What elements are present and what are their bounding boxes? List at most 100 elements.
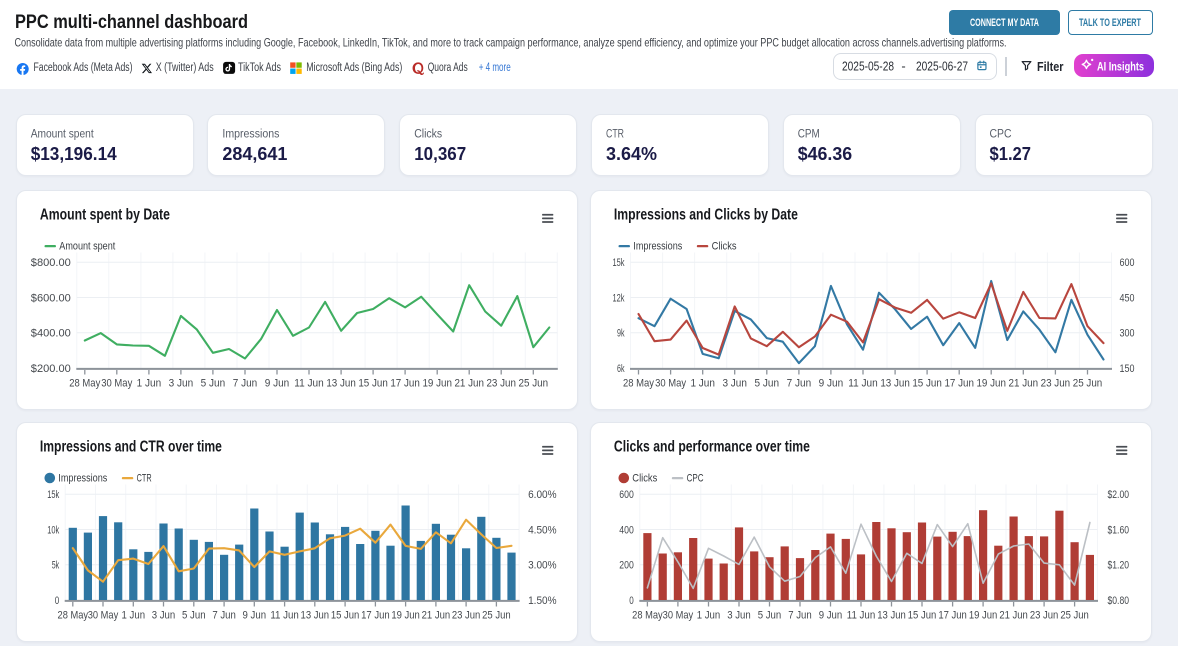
svg-text:9 Jun: 9 Jun: [819, 610, 843, 622]
svg-text:19 Jun: 19 Jun: [391, 610, 420, 622]
svg-text:TikTok Ads: TikTok Ads: [238, 62, 281, 74]
svg-text:13 Jun: 13 Jun: [300, 610, 329, 622]
svg-text:1 Jun: 1 Jun: [121, 610, 145, 622]
svg-text:1 Jun: 1 Jun: [136, 378, 161, 390]
svg-text:5 Jun: 5 Jun: [758, 610, 782, 622]
svg-text:600: 600: [620, 489, 635, 501]
svg-text:13 Jun: 13 Jun: [881, 378, 911, 390]
svg-text:30 May: 30 May: [655, 378, 687, 390]
svg-text:23 Jun: 23 Jun: [486, 378, 516, 390]
svg-text:21 Jun: 21 Jun: [1009, 378, 1039, 390]
svg-text:23 Jun: 23 Jun: [1041, 378, 1071, 390]
svg-text:Filter: Filter: [1037, 59, 1064, 74]
svg-text:Amount spent: Amount spent: [59, 241, 116, 253]
svg-text:19 Jun: 19 Jun: [969, 610, 998, 622]
svg-text:$46.36: $46.36: [798, 143, 853, 164]
svg-text:$2.00: $2.00: [1108, 489, 1130, 501]
svg-text:CPC: CPC: [687, 473, 704, 485]
svg-text:28 May: 28 May: [623, 378, 655, 390]
svg-text:$800.00: $800.00: [30, 257, 70, 269]
svg-text:28 May: 28 May: [69, 378, 101, 390]
svg-text:11 Jun: 11 Jun: [849, 378, 879, 390]
svg-text:11 Jun: 11 Jun: [270, 610, 299, 622]
svg-text:Impressions and CTR over time: Impressions and CTR over time: [40, 439, 222, 456]
svg-text:3 Jun: 3 Jun: [723, 378, 748, 390]
svg-text:5 Jun: 5 Jun: [755, 378, 780, 390]
svg-text:Clicks: Clicks: [414, 129, 442, 141]
svg-text:0: 0: [54, 595, 59, 607]
svg-text:Quora Ads: Quora Ads: [428, 62, 468, 74]
svg-text:15 Jun: 15 Jun: [331, 610, 360, 622]
svg-text:Impressions: Impressions: [634, 241, 683, 253]
svg-text:Microsoft Ads (Bing Ads): Microsoft Ads (Bing Ads): [306, 62, 402, 74]
svg-text:$1.20: $1.20: [1108, 560, 1130, 572]
svg-text:15 Jun: 15 Jun: [908, 610, 937, 622]
svg-text:3 Jun: 3 Jun: [728, 610, 752, 622]
svg-text:15k: 15k: [613, 257, 625, 269]
svg-text:284,641: 284,641: [222, 143, 287, 164]
svg-text:28 May: 28 May: [57, 610, 88, 622]
svg-text:$1.27: $1.27: [990, 143, 1032, 164]
svg-text:$13,196.14: $13,196.14: [31, 143, 118, 164]
svg-text:30 May: 30 May: [663, 610, 694, 622]
svg-text:11 Jun: 11 Jun: [847, 610, 876, 622]
svg-text:25 Jun: 25 Jun: [518, 378, 548, 390]
svg-text:7 Jun: 7 Jun: [212, 610, 236, 622]
svg-text:Clicks: Clicks: [633, 473, 658, 485]
svg-text:7 Jun: 7 Jun: [789, 610, 813, 622]
svg-text:21 Jun: 21 Jun: [421, 610, 450, 622]
svg-text:0: 0: [630, 595, 635, 607]
svg-text:10,367: 10,367: [414, 143, 466, 164]
svg-text:9 Jun: 9 Jun: [242, 610, 266, 622]
svg-text:CPM: CPM: [798, 129, 820, 141]
svg-text:2025-05-28: 2025-05-28: [842, 59, 894, 74]
svg-text:30 May: 30 May: [101, 378, 133, 390]
svg-text:17 Jun: 17 Jun: [390, 378, 420, 390]
svg-text:25 Jun: 25 Jun: [1073, 378, 1103, 390]
svg-text:9 Jun: 9 Jun: [264, 378, 289, 390]
svg-text:9 Jun: 9 Jun: [819, 378, 844, 390]
svg-text:$0.80: $0.80: [1108, 595, 1130, 607]
svg-text:1 Jun: 1 Jun: [697, 610, 721, 622]
svg-text:23 Jun: 23 Jun: [1030, 610, 1059, 622]
svg-text:$200.00: $200.00: [30, 363, 70, 375]
svg-text:AI Insights: AI Insights: [1097, 59, 1144, 73]
svg-text:300: 300: [1120, 328, 1135, 340]
svg-text:Impressions: Impressions: [222, 129, 279, 141]
svg-text:Clicks and performance over ti: Clicks and performance over time: [614, 439, 810, 456]
svg-text:CTR: CTR: [136, 473, 151, 485]
svg-text:$400.00: $400.00: [30, 328, 70, 340]
svg-text:Consolidate data from multiple: Consolidate data from multiple advertisi…: [15, 36, 1007, 50]
svg-text:1 Jun: 1 Jun: [691, 378, 716, 390]
svg-text:5 Jun: 5 Jun: [182, 610, 206, 622]
svg-text:15 Jun: 15 Jun: [358, 378, 388, 390]
svg-text:7 Jun: 7 Jun: [787, 378, 812, 390]
svg-text:28 May: 28 May: [632, 610, 663, 622]
svg-text:CPC: CPC: [990, 129, 1012, 141]
svg-text:-: -: [901, 59, 905, 74]
svg-text:3.00%: 3.00%: [528, 560, 557, 572]
svg-text:17 Jun: 17 Jun: [939, 610, 968, 622]
svg-text:$1.60: $1.60: [1108, 524, 1130, 536]
svg-text:17 Jun: 17 Jun: [361, 610, 390, 622]
svg-text:19 Jun: 19 Jun: [977, 378, 1007, 390]
svg-text:12k: 12k: [613, 292, 625, 304]
svg-text:4.50%: 4.50%: [528, 524, 557, 536]
svg-text:Impressions: Impressions: [58, 473, 107, 485]
svg-text:150: 150: [1120, 363, 1135, 375]
svg-text:23 Jun: 23 Jun: [452, 610, 481, 622]
svg-text:3.64%: 3.64%: [606, 143, 657, 164]
svg-text:200: 200: [620, 560, 635, 572]
svg-text:5k: 5k: [51, 560, 59, 572]
svg-text:Impressions and Clicks by Date: Impressions and Clicks by Date: [614, 207, 798, 224]
svg-text:5 Jun: 5 Jun: [200, 378, 225, 390]
svg-text:19 Jun: 19 Jun: [422, 378, 452, 390]
svg-text:6k: 6k: [617, 363, 625, 375]
svg-text:2025-06-27: 2025-06-27: [916, 59, 968, 74]
svg-text:400: 400: [620, 524, 635, 536]
svg-text:Amount spent: Amount spent: [31, 129, 95, 141]
svg-text:450: 450: [1120, 292, 1135, 304]
svg-text:15 Jun: 15 Jun: [913, 378, 943, 390]
svg-text:Facebook Ads (Meta Ads): Facebook Ads (Meta Ads): [34, 62, 133, 74]
svg-text:TALK TO EXPERT: TALK TO EXPERT: [1079, 17, 1141, 29]
